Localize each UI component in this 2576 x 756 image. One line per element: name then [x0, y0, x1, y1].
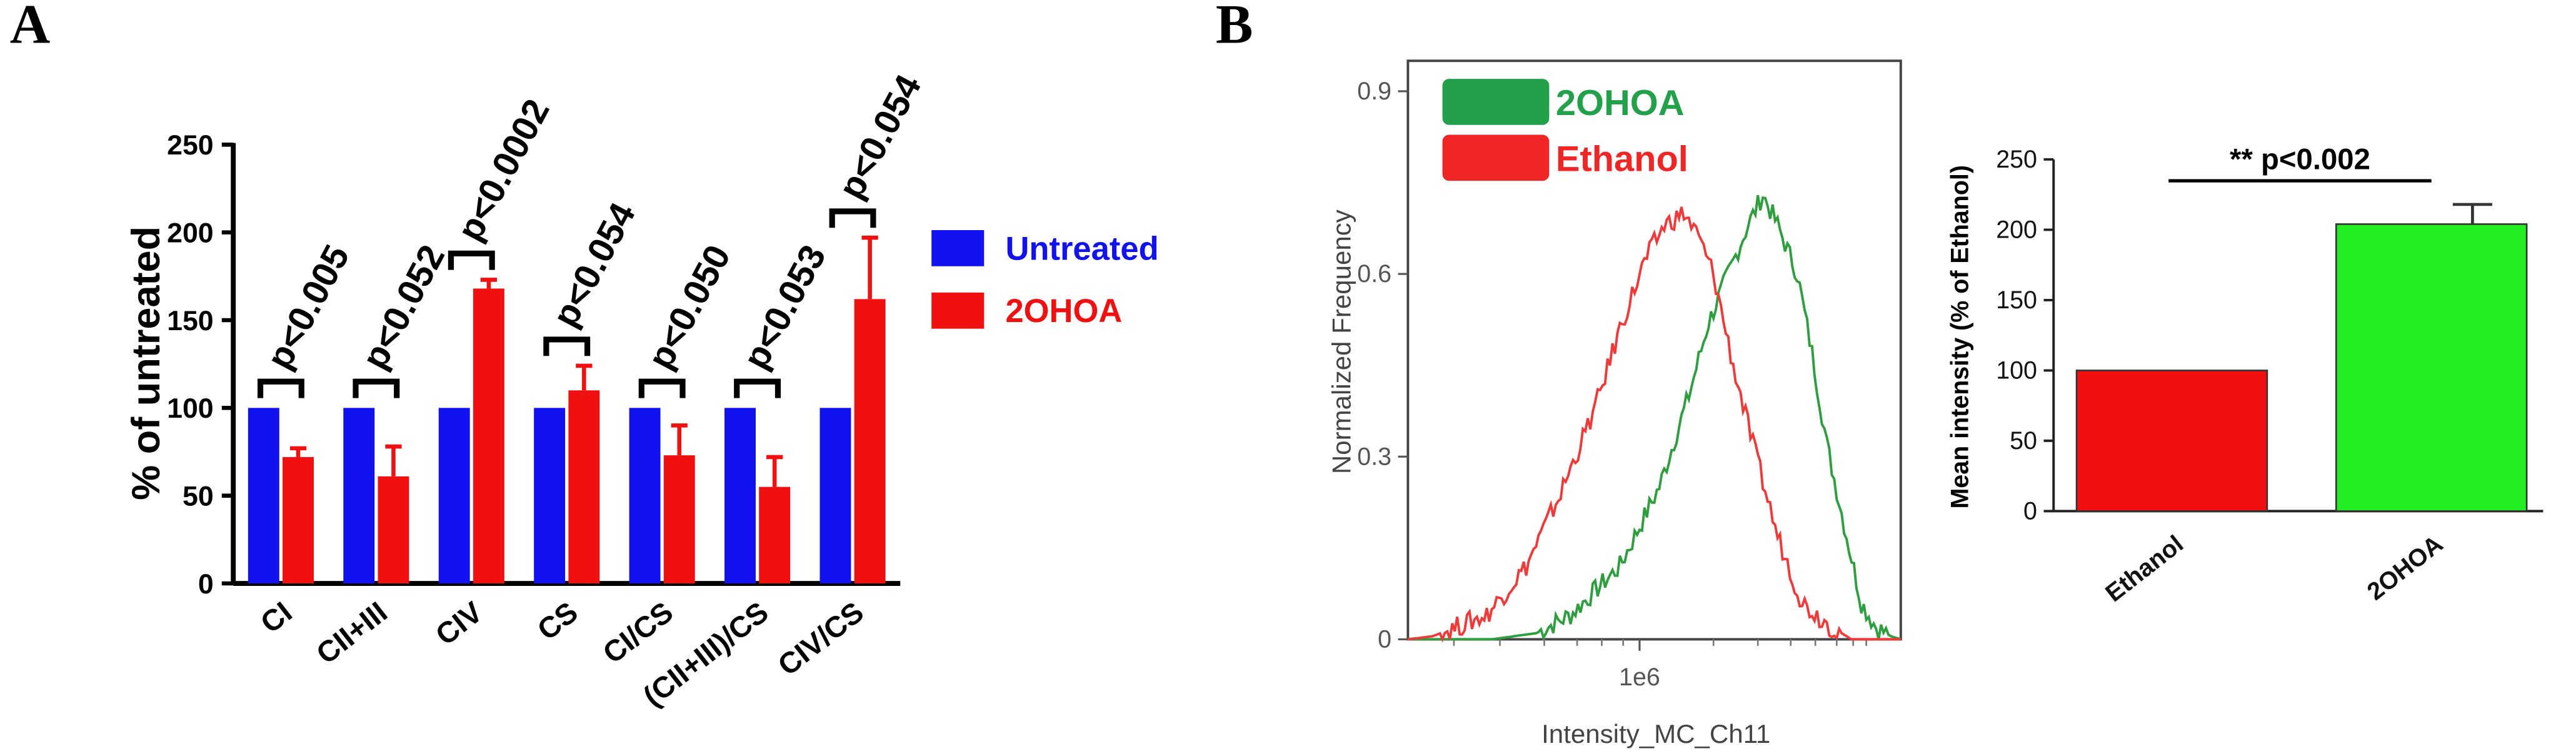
histogram-legend-2ohoa-swatch [1442, 79, 1550, 125]
legend-2ohoa-label: 2OHOA [1005, 293, 1122, 330]
panel-a-y-tick-label: 250 [167, 130, 214, 161]
p-value-label: p<0.052 [354, 239, 453, 376]
mean-intensity-y-tick-label: 200 [1996, 216, 2037, 244]
bar-2ohoa-CS [568, 390, 600, 584]
panel-a-category-label: CII+III [311, 595, 394, 670]
bracket-(CII+III)/CS [734, 378, 781, 398]
mean-intensity-category-label: Ethanol [2100, 530, 2188, 608]
histogram-y-ticks: 0 0.3 0.6 0.9 [1357, 78, 1408, 653]
bracket-CIV/CS [829, 208, 876, 228]
panel-a-y-tick-label: 0 [198, 569, 214, 600]
histogram-y-tick-label: 0.6 [1357, 260, 1391, 288]
panel-a-y-tick-label: 150 [167, 306, 214, 336]
panel-letter-a: A [10, 0, 51, 55]
bar-2ohoa-CIV [473, 288, 504, 584]
bar-2ohoa-CIV/CS [854, 299, 886, 584]
panel-letter-b: B [1216, 0, 1253, 55]
bar-2ohoa-CII+III [378, 476, 409, 584]
bar-untreated-(CII+III)/CS [724, 408, 756, 584]
bar-untreated-CI/CS [629, 408, 661, 584]
panel-a-category-label: CIV [429, 595, 489, 652]
p-value-label: p<0.050 [641, 239, 739, 376]
bar-2ohoa-(CII+III)/CS [759, 486, 791, 584]
mean-intensity-bar-Ethanol [2075, 370, 2268, 512]
p-value-label: p<0.0002 [450, 93, 558, 248]
legend-untreated-swatch [931, 229, 985, 266]
p-value-label: p<0.054 [831, 69, 930, 206]
histogram-curve-2ohoa [1408, 194, 1902, 641]
panel-b-histogram: Normalized Frequency Intensity_MC_Ch11 0… [1326, 59, 1902, 748]
panel-a-bars [248, 235, 886, 584]
bar-untreated-CS [534, 408, 566, 584]
histogram-y-tick-label: 0 [1378, 626, 1391, 653]
significance-label: ** p<0.002 [2230, 143, 2370, 176]
histogram-legend-ethanol-swatch [1442, 134, 1550, 181]
histogram-legend-ethanol-label: Ethanol [1556, 139, 1688, 179]
histogram-minor-ticks [1453, 639, 1867, 646]
p-value-label: p<0.054 [545, 196, 643, 333]
bar-untreated-CIV [438, 408, 470, 584]
legend-untreated-label: Untreated [1005, 230, 1158, 267]
p-value-label: p<0.005 [259, 239, 358, 376]
bracket-CIV [448, 250, 495, 270]
mean-intensity-y-ticks: 0 50 100 150 200 250 [1996, 146, 2054, 525]
histogram-x-axis-title: Intensity_MC_Ch11 [1541, 719, 1770, 748]
mean-intensity-y-tick-label: 250 [1996, 146, 2037, 173]
bracket-CI [257, 378, 304, 398]
mean-intensity-y-tick-label: 0 [2023, 498, 2037, 525]
histogram-curve-ethanol [1408, 206, 1901, 643]
panel-a-y-ticks: 0 50 100 150 200 250 [167, 130, 234, 600]
legend-2ohoa-swatch [931, 292, 985, 329]
histogram-x-tick-label: 1e6 [1619, 663, 1660, 691]
panel-a-category-label: CIV/CS [772, 595, 870, 682]
mean-intensity-y-tick-label: 50 [2010, 427, 2037, 455]
bar-untreated-CI [248, 408, 279, 584]
histogram-frame [1406, 59, 1902, 641]
panel-b-mean-intensity-chart: Mean intensity (% of Ethanol) 0 50 100 150 2… [1947, 143, 2543, 608]
panel-a-significance-brackets: p<0.005p<0.052p<0.0002p<0.054p<0.050p<0.… [257, 69, 930, 398]
mean-intensity-y-tick-label: 150 [1996, 286, 2037, 314]
panel-a-category-label: CI/CS [597, 595, 679, 670]
bar-untreated-CIV/CS [819, 408, 851, 584]
bar-2ohoa-CI/CS [663, 455, 695, 584]
mean-intensity-category-label: 2OHOA [2362, 530, 2448, 606]
histogram-legend-2ohoa-label: 2OHOA [1556, 83, 1685, 123]
mean-intensity-bars [2075, 203, 2528, 512]
bar-untreated-CII+III [343, 408, 375, 584]
panel-a-y-tick-label: 100 [167, 393, 214, 424]
panel-a-category-label: CS [531, 595, 584, 647]
panel-a-y-tick-label: 200 [167, 218, 214, 248]
panel-a-y-tick-label: 50 [183, 481, 214, 512]
panel-a-y-axis-title: % of untreated [124, 226, 168, 500]
mean-intensity-y-tick-label: 100 [1996, 357, 2037, 385]
mean-intensity-category-labels: Ethanol 2OHOA [2100, 530, 2448, 608]
histogram-y-axis-title: Normalized Frequency [1326, 209, 1356, 474]
p-value-label: p<0.053 [736, 239, 834, 376]
histogram-y-tick-label: 0.3 [1357, 443, 1391, 470]
bracket-CII+III [353, 378, 400, 398]
bar-2ohoa-CI [283, 456, 314, 584]
bracket-CI/CS [638, 378, 686, 398]
mean-intensity-y-axis-title: Mean intensity (% of Ethanol) [1947, 165, 1974, 509]
histogram-y-tick-label: 0.9 [1357, 78, 1391, 105]
mean-intensity-bar-2OHOA [2335, 223, 2528, 512]
bracket-CS [543, 336, 591, 356]
panel-a-category-label: CI [254, 595, 298, 640]
